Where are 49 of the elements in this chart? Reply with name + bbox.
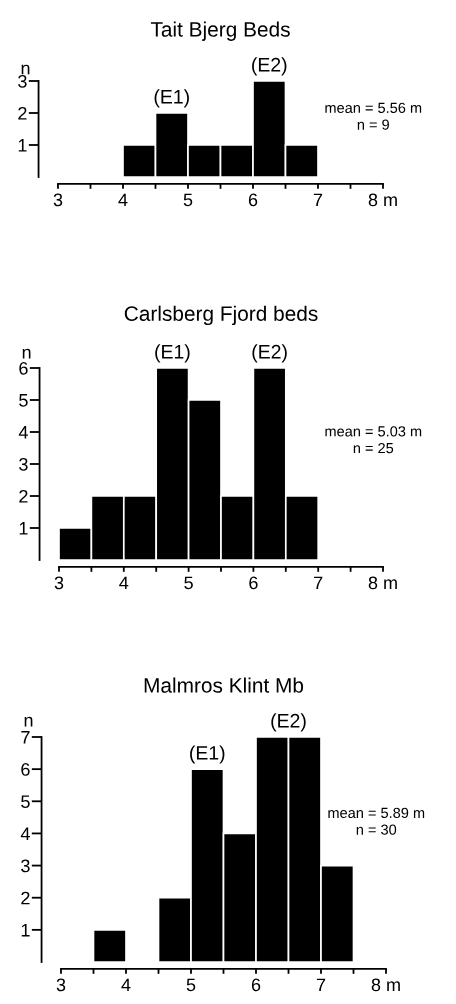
y-tick-label: 7 — [21, 731, 30, 744]
x-tick-label: 3 — [56, 978, 66, 992]
y-tick-label: 4 — [20, 827, 30, 840]
x-tick-label: 3 — [54, 576, 64, 590]
y-tick-label: 2 — [18, 106, 27, 120]
y-tick-label: 5 — [21, 795, 30, 809]
x-tick-label: 3 — [53, 193, 63, 207]
annotation: (E1) — [155, 344, 190, 363]
x-tick-label: 4 — [121, 978, 131, 992]
y-tick-label: 6 — [19, 361, 28, 375]
x-tick-label: 6 — [251, 978, 261, 992]
x-tick-label: 6 — [248, 193, 258, 207]
y-tick-label: 3 — [18, 74, 27, 88]
chart-title: Tait Bjerg Beds — [150, 21, 290, 41]
x-tick-label: 4 — [119, 576, 129, 590]
x-tick-label: 8 m — [371, 978, 400, 992]
annotation: (E1) — [154, 89, 189, 108]
y-tick-label: 4 — [18, 426, 28, 439]
x-tick-label: 8 m — [368, 576, 397, 590]
y-tick-label: 3 — [21, 859, 30, 873]
y-tick-label: 5 — [19, 394, 28, 407]
y-tick-label: 1 — [21, 923, 30, 937]
y-tick-label: 2 — [19, 489, 28, 503]
y-tick-label: 1 — [19, 522, 28, 535]
x-tick-label: 6 — [249, 576, 258, 590]
y-axis-title: n — [24, 716, 33, 727]
x-tick-label: 8 m — [368, 193, 397, 207]
y-axis-title: n — [21, 64, 30, 75]
y-tick-label: 1 — [18, 139, 27, 152]
annotation: (E1) — [190, 745, 225, 764]
y-tick-label: 2 — [21, 891, 30, 905]
x-tick-label: 5 — [183, 193, 193, 207]
annotation: (E2) — [252, 57, 287, 76]
y-tick-label: 3 — [19, 457, 28, 471]
chart-title: Carlsberg Fjord beds — [124, 305, 318, 326]
annotation: (E2) — [252, 344, 287, 363]
y-tick-label: 6 — [21, 763, 30, 776]
x-tick-label: 7 — [316, 978, 326, 992]
y-axis-title: n — [22, 348, 31, 359]
x-tick-label: 7 — [313, 193, 323, 207]
annotation: mean = 5.03 m n = 25 — [325, 426, 422, 454]
annotation: mean = 5.56 m n = 9 — [325, 102, 422, 130]
annotation: mean = 5.89 m n = 30 — [328, 807, 425, 835]
x-tick-label: 4 — [118, 193, 128, 207]
annotation: (E2) — [271, 713, 306, 732]
x-tick-label: 7 — [314, 576, 323, 590]
x-tick-label: 5 — [184, 576, 193, 590]
chart-title: Malmros Klint Mb — [144, 677, 304, 693]
x-tick-label: 5 — [186, 978, 196, 992]
